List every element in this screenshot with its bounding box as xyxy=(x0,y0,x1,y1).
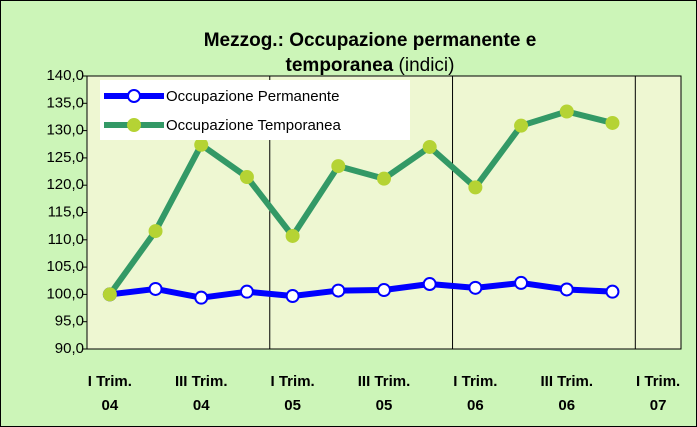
data-point xyxy=(239,284,254,299)
y-tick-label: 90,0 xyxy=(55,340,84,357)
data-point xyxy=(422,277,437,292)
x-tick-label: III Trim. 06 xyxy=(541,373,594,414)
series-line xyxy=(109,279,613,301)
data-point xyxy=(194,137,209,152)
data-point xyxy=(514,118,529,133)
legend-marker xyxy=(127,118,141,132)
data-point xyxy=(285,228,300,243)
chart-title: Mezzog.: Occupazione permanente e xyxy=(204,30,537,51)
chart-title: temporanea xyxy=(286,55,394,76)
data-point xyxy=(559,282,574,297)
chart-subtitle: (indici) xyxy=(399,55,455,76)
data-point xyxy=(331,283,346,298)
data-point xyxy=(514,275,529,290)
legend-label: Occupazione Permanente xyxy=(166,88,339,105)
legend-marker xyxy=(127,89,141,103)
data-point xyxy=(148,281,163,296)
data-point xyxy=(377,171,391,186)
y-tick-label: 95,0 xyxy=(55,313,84,330)
data-point xyxy=(148,224,163,239)
data-point xyxy=(605,115,620,130)
data-point xyxy=(559,104,574,119)
y-tick-label: 105,0 xyxy=(46,258,84,275)
y-tick-label: 120,0 xyxy=(46,176,84,193)
x-tick-label: I Trim. 07 xyxy=(636,373,680,414)
x-tick-label: I Trim. 04 xyxy=(88,373,132,414)
y-tick-label: 110,0 xyxy=(48,231,84,248)
data-point xyxy=(468,280,483,295)
data-point xyxy=(194,290,209,305)
y-tick-label: 100,0 xyxy=(46,285,84,302)
data-point xyxy=(102,287,117,302)
series-line xyxy=(107,108,614,297)
data-point xyxy=(605,284,620,299)
data-point xyxy=(331,159,346,174)
chart-title: temporanea (indici) xyxy=(286,55,455,76)
y-tick-label: 135,0 xyxy=(46,94,84,111)
y-tick-label: 125,0 xyxy=(46,149,84,166)
y-tick-label: 130,0 xyxy=(46,122,84,139)
legend-label: Occupazione Temporanea xyxy=(166,117,341,134)
data-point xyxy=(422,139,437,154)
data-point xyxy=(285,289,300,304)
x-tick-label: I Trim. 06 xyxy=(453,373,497,414)
data-point xyxy=(468,180,483,195)
data-point xyxy=(377,283,391,298)
data-point xyxy=(239,170,254,185)
x-tick-label: III Trim. 04 xyxy=(175,373,228,414)
legend-box xyxy=(100,80,410,140)
y-tick-label: 140,0 xyxy=(46,67,84,84)
y-tick-label: 115,0 xyxy=(48,203,84,220)
legend: Occupazione Permanente Occupazione Tempor… xyxy=(100,80,410,140)
x-tick-label: III Trim. 05 xyxy=(358,373,411,414)
x-tick-label: I Trim. 05 xyxy=(271,373,315,414)
